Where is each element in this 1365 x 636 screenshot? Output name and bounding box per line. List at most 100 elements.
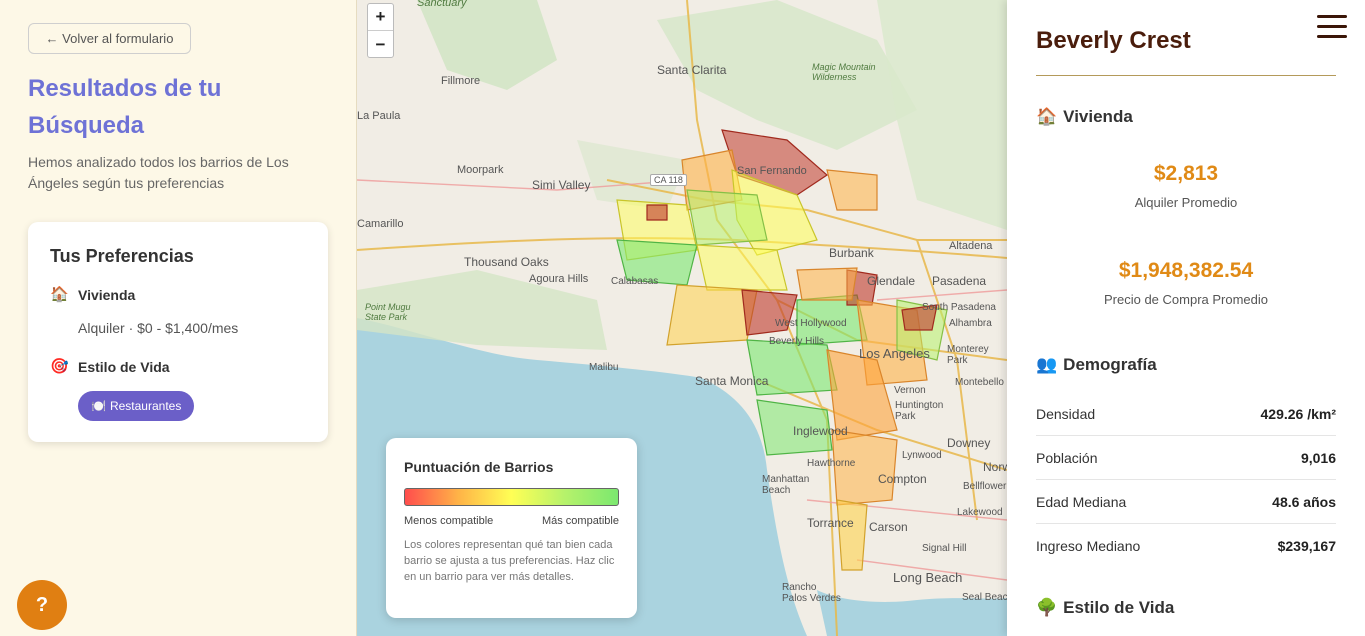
rent-value: $2,813 (1153, 162, 1219, 185)
demo-label: Edad Mediana (1036, 493, 1127, 510)
map-label: Beverly Hills (769, 336, 825, 347)
neighborhood-detail-panel: Beverly Crest 🏠 Vivienda $2,813 Alquiler… (1007, 0, 1365, 636)
demographics-title: Demografía (1063, 355, 1157, 374)
map-label: Glendale (867, 274, 916, 288)
legend-note: Los colores representan qué tan bien cad… (404, 539, 615, 583)
help-button[interactable]: ? (17, 580, 67, 630)
map-label: Torrance (807, 516, 854, 530)
map-label: Signal Hill (922, 543, 967, 554)
pref-lifestyle-label: Estilo de Vida (78, 359, 170, 375)
map-label: Santa Clarita (657, 63, 727, 77)
restaurants-chip: 🍽️ Restaurantes (78, 391, 195, 421)
left-panel: ← Volver al formulario Resultados de tu … (0, 0, 357, 636)
demo-value: 48.6 años (1272, 493, 1336, 510)
demo-row-population: Población 9,016 (1036, 436, 1336, 480)
map-label: South Pasadena (922, 302, 996, 313)
tree-icon: 🌳 (1036, 598, 1058, 617)
house-icon: 🏠 (50, 286, 69, 303)
page-subtitle: Hemos analizado todos los barrios de Los… (28, 154, 289, 191)
demo-value: 429.26 /km² (1260, 405, 1337, 422)
pref-lifestyle: 🎯 Estilo de Vida (50, 358, 170, 376)
map-label: Alhambra (949, 318, 992, 329)
map-label: Malibu (589, 362, 619, 373)
map-label: Carson (869, 520, 908, 534)
map-label: Compton (878, 472, 927, 486)
plate-icon: 🍽️ (91, 399, 106, 413)
demo-row-median-age: Edad Mediana 48.6 años (1036, 480, 1336, 524)
demo-row-density: Densidad 429.26 /km² (1036, 392, 1336, 436)
map-label: Thousand Oaks (464, 255, 549, 269)
zoom-out-button[interactable]: − (375, 34, 386, 54)
map-label: West Hollywood (775, 318, 847, 329)
map-label: Downey (947, 436, 991, 450)
map-label: Vernon (894, 385, 926, 396)
map-label: Santa Monica (695, 374, 769, 388)
map-label: Altadena (949, 240, 993, 252)
legend-high-label: Más compatible (541, 515, 619, 527)
purchase-value: $1,948,382.54 (1118, 259, 1254, 282)
pref-housing: 🏠 Vivienda (50, 286, 135, 304)
map-label: Long Beach (893, 570, 963, 585)
demographics-section-heading: 👥 Demografía (1036, 355, 1157, 375)
map-label: Moorpark (457, 164, 504, 176)
preferences-title: Tus Preferencias (50, 246, 194, 266)
demo-label: Población (1036, 449, 1098, 466)
map-label: CA 118 (650, 174, 687, 186)
map-label: Camarillo (357, 218, 404, 230)
pref-housing-label: Vivienda (78, 287, 136, 303)
map-label: Magic Mountain Wilderness (812, 62, 876, 82)
legend-gradient-bar (404, 488, 619, 506)
score-legend: Puntuación de Barrios Menos compatible M… (386, 438, 637, 618)
demo-label: Ingreso Mediano (1036, 538, 1141, 554)
back-to-form-button[interactable]: ← Volver al formulario (28, 23, 191, 54)
pref-housing-detail: Alquiler · $0 - $1,400/mes (78, 320, 239, 336)
map-label: Manhattan Beach (762, 474, 810, 496)
chip-label: Restaurantes (109, 399, 182, 413)
legend-low-label: Menos compatible (404, 515, 494, 527)
map-label: Agoura Hills (529, 273, 589, 285)
zoom-in-button[interactable]: + (368, 4, 393, 31)
divider (1036, 75, 1336, 76)
preferences-card: Tus Preferencias 🏠 Vivienda Alquiler · $… (28, 222, 328, 442)
legend-title: Puntuación de Barrios (404, 459, 554, 475)
map-label: La Paula (357, 110, 401, 122)
target-icon: 🎯 (50, 358, 69, 375)
map-label: Huntington Park (895, 400, 944, 422)
lifestyle-title: Estilo de Vida (1063, 598, 1175, 617)
demo-value: $239,167 (1277, 538, 1336, 554)
hamburger-menu-icon[interactable] (1317, 15, 1347, 39)
map-label: Burbank (829, 246, 874, 260)
demo-row-median-income: Ingreso Mediano $239,167 (1036, 524, 1336, 568)
house-icon: 🏠 (1036, 107, 1058, 126)
map-label: Seal Beach (962, 592, 1007, 603)
map-label: Sanctuary (417, 0, 467, 9)
map-label: Norwalk (983, 460, 1007, 474)
map-label: Point Mugu State Park (365, 302, 411, 322)
map-label: Lynwood (902, 450, 942, 461)
zoom-control: + − (367, 3, 394, 58)
map-view[interactable]: + − Sanctuary Fillmore Santa Clarita Mag… (357, 0, 1007, 636)
map-label: Hawthorne (807, 458, 856, 469)
map-label: Montebello (955, 377, 1004, 388)
map-label: Inglewood (793, 424, 848, 438)
neighborhood-name: Beverly Crest (1036, 27, 1191, 54)
demo-value: 9,016 (1300, 449, 1336, 466)
people-icon: 👥 (1036, 355, 1058, 374)
lifestyle-section-heading: 🌳 Estilo de Vida (1036, 598, 1174, 618)
housing-section-heading: 🏠 Vivienda (1036, 107, 1133, 127)
page-title: Resultados de tu Búsqueda (28, 75, 222, 139)
map-label: Bellflower (963, 481, 1007, 492)
map-label: Fillmore (441, 75, 481, 87)
map-label: San Fernando (737, 165, 807, 177)
map-label: Monterey Park (947, 344, 989, 366)
purchase-label: Precio de Compra Promedio (1103, 292, 1269, 307)
map-label: Lakewood (957, 507, 1003, 518)
map-label: Calabasas (611, 276, 659, 287)
rent-label: Alquiler Promedio (1134, 195, 1238, 210)
map-label: Simi Valley (532, 178, 591, 192)
housing-title: Vivienda (1063, 107, 1133, 126)
map-label: Los Angeles (859, 346, 930, 361)
map-label: Rancho Palos Verdes (782, 582, 841, 604)
demo-label: Densidad (1036, 405, 1096, 422)
map-label: Pasadena (932, 274, 987, 288)
